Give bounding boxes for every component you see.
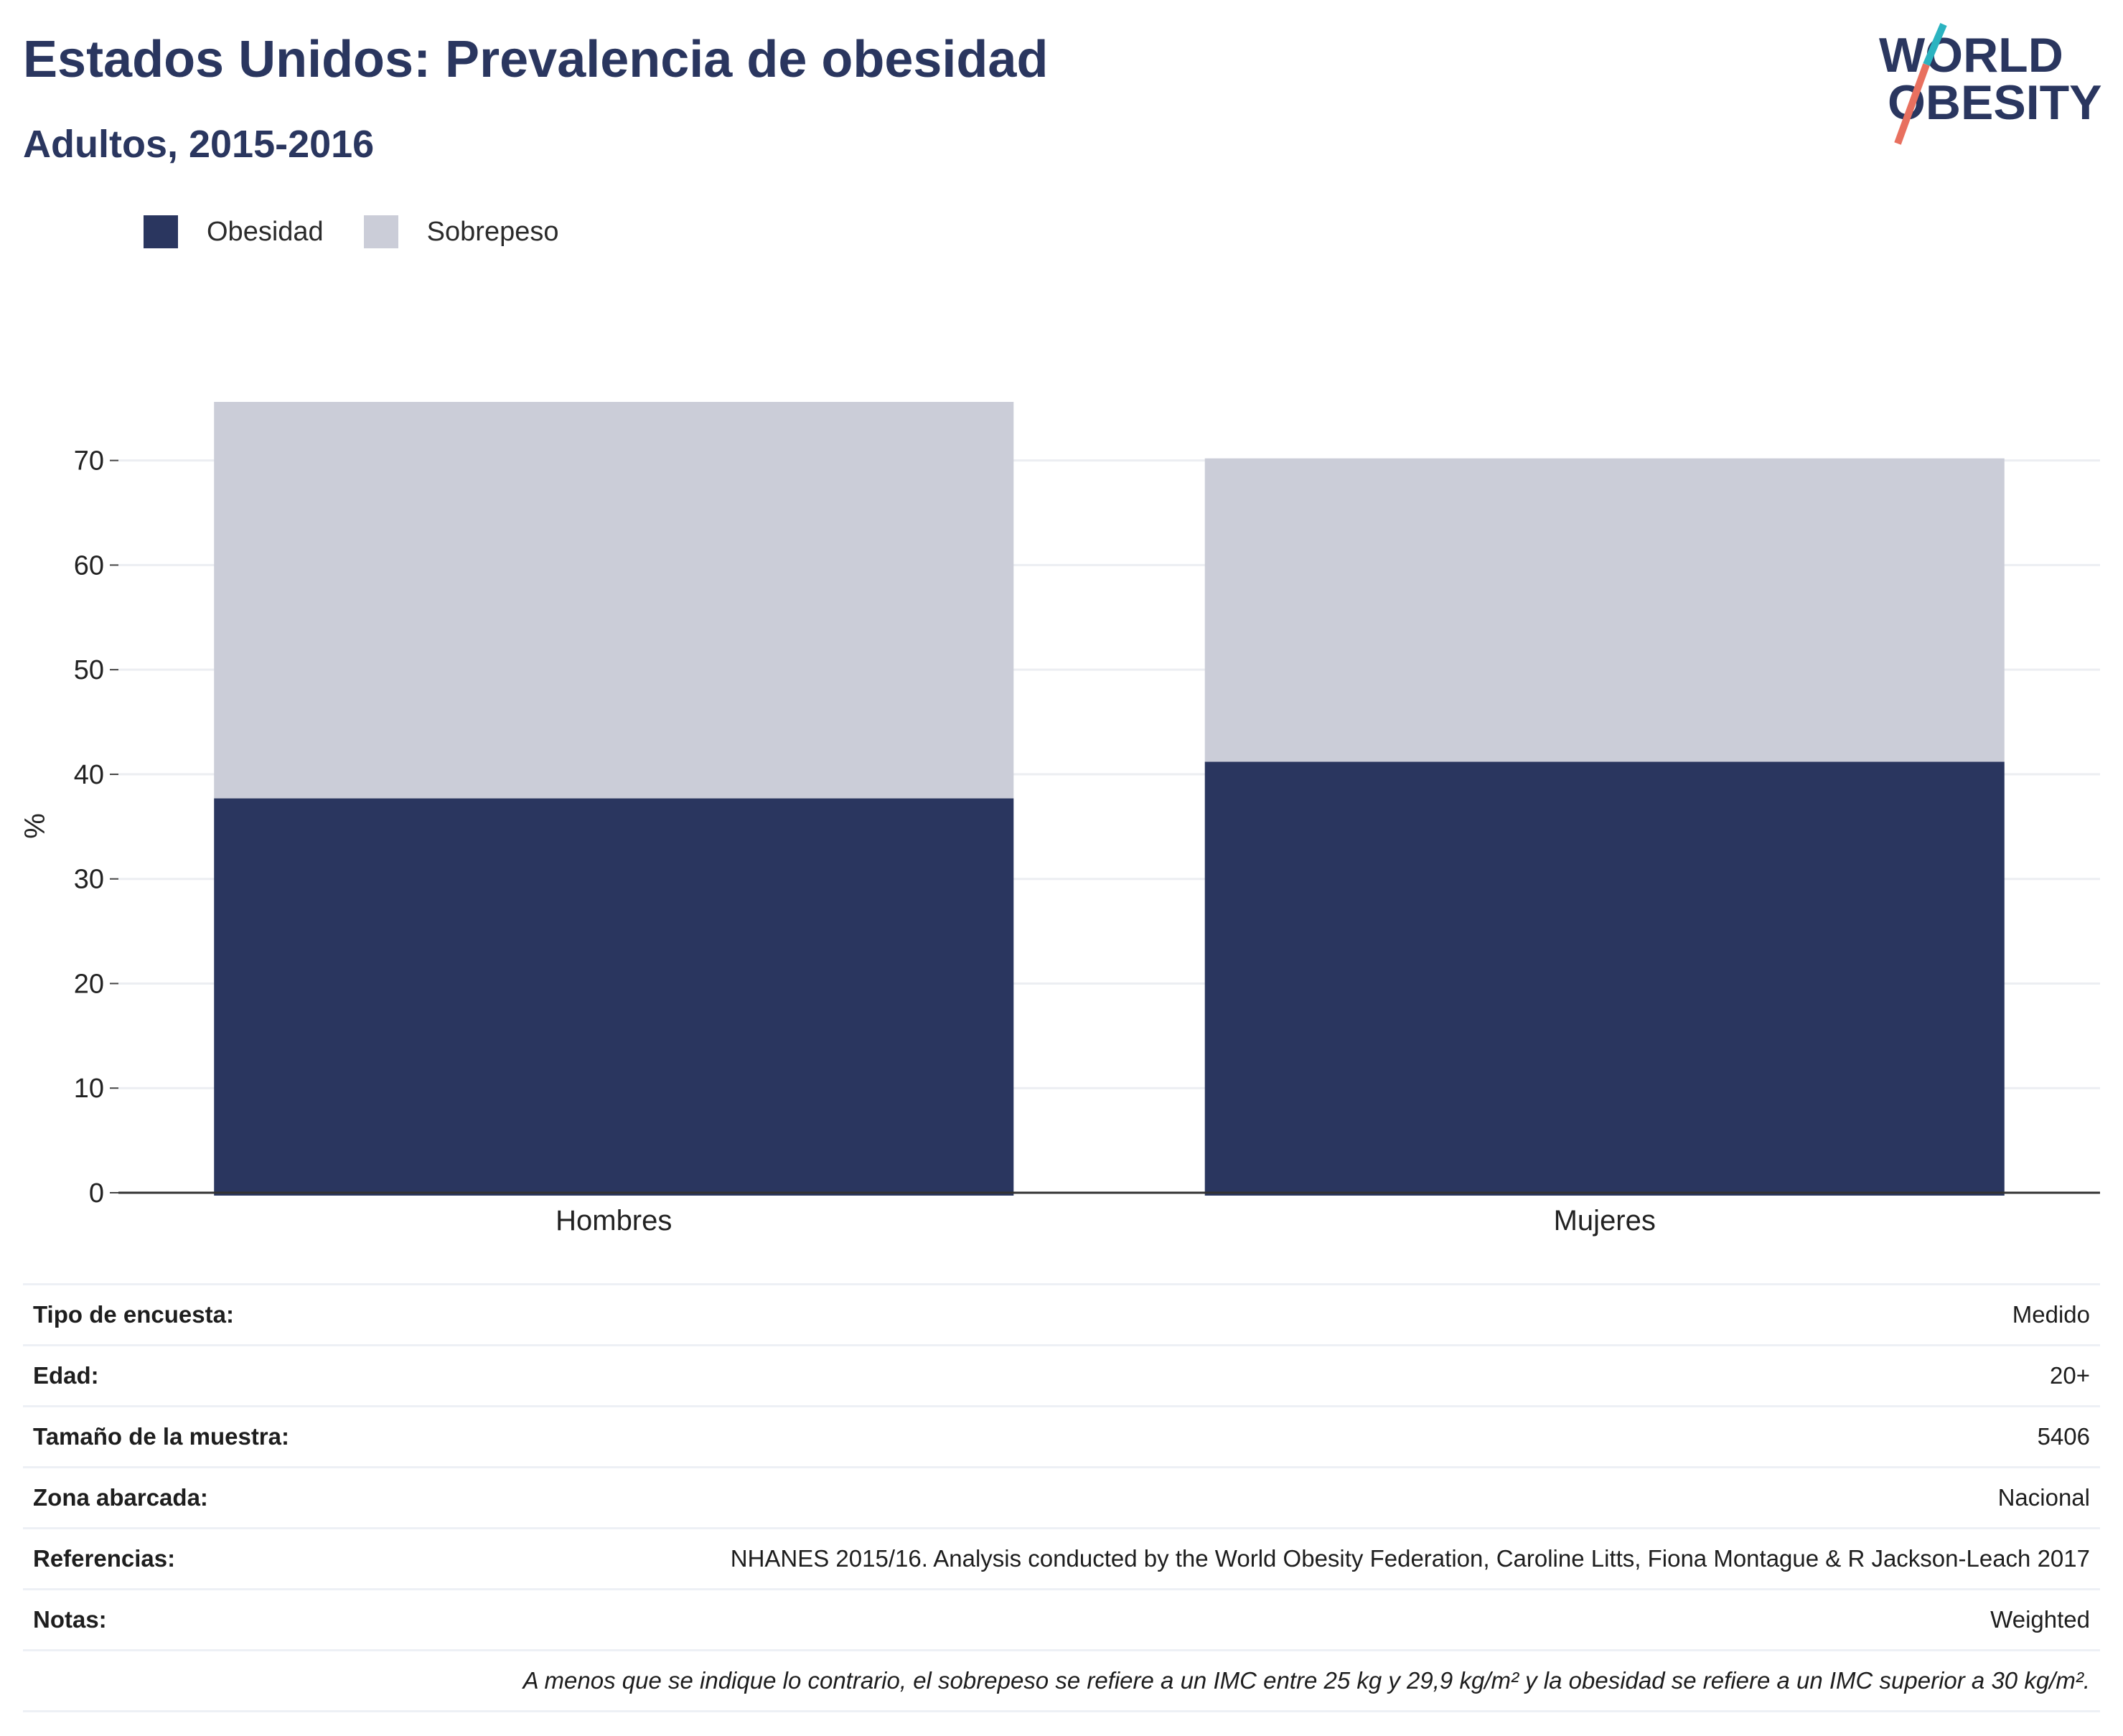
chart-title: Estados Unidos: Prevalencia de obesidad <box>23 31 1049 88</box>
bar-obesidad-hombres <box>214 798 1014 1196</box>
y-tick-label: 60 <box>74 550 104 581</box>
info-key: Tipo de encuesta: <box>23 1283 370 1346</box>
y-axis-label: % <box>19 813 51 839</box>
info-row-age: Edad: 20+ <box>23 1344 2100 1407</box>
x-tick-label: Mujeres <box>1554 1205 1656 1237</box>
chart-subtitle: Adultos, 2015-2016 <box>23 123 375 166</box>
bar-sobrepeso-hombres <box>214 402 1014 799</box>
info-key: Notas: <box>23 1588 370 1651</box>
y-tick-label: 10 <box>74 1074 104 1104</box>
info-key: Referencias: <box>23 1527 370 1590</box>
info-value: Weighted <box>369 1588 2100 1651</box>
x-tick-label: Hombres <box>556 1205 672 1237</box>
info-row-sample-size: Tamaño de la muestra: 5406 <box>23 1405 2100 1468</box>
info-row-survey-type: Tipo de encuesta: Medido <box>23 1283 2100 1346</box>
y-tick-label: 0 <box>89 1178 104 1209</box>
info-value: 20+ <box>369 1344 2100 1407</box>
stacked-bar-chart: 0 10 20 30 40 50 60 70 Hombres Mujeres% <box>19 402 2100 1237</box>
info-row-area: Zona abarcada: Nacional <box>23 1466 2100 1529</box>
info-key: Edad: <box>23 1344 370 1407</box>
info-value: Medido <box>369 1283 2100 1346</box>
logo-line-2: OBESITY <box>1888 75 2102 130</box>
bar-sobrepeso-mujeres <box>1204 458 2005 762</box>
legend-label-sobrepeso: Sobrepeso <box>426 216 559 247</box>
logo-accent-teal <box>1923 23 1947 66</box>
legend-swatch-obesidad <box>144 215 178 248</box>
legend-swatch-sobrepeso <box>363 215 398 248</box>
info-row-footnote: A menos que se indique lo contrario, el … <box>23 1649 2100 1712</box>
y-tick-label: 20 <box>74 969 104 999</box>
legend-label-obesidad: Obesidad <box>207 216 324 247</box>
info-row-notes: Notas: Weighted <box>23 1588 2100 1651</box>
footnote: A menos que se indique lo contrario, el … <box>23 1649 2100 1712</box>
info-value: NHANES 2015/16. Analysis conducted by th… <box>369 1527 2100 1590</box>
world-obesity-logo: WORLD OBESITY <box>1879 23 2102 145</box>
bar-obesidad-mujeres <box>1204 761 2005 1196</box>
legend: Obesidad Sobrepeso <box>144 215 599 248</box>
y-tick-label: 50 <box>74 655 104 685</box>
logo-line-1: WORLD <box>1879 28 2063 83</box>
y-tick-label: 30 <box>74 865 104 895</box>
info-key: Zona abarcada: <box>23 1466 370 1529</box>
info-value: Nacional <box>369 1466 2100 1529</box>
info-row-references: Referencias: NHANES 2015/16. Analysis co… <box>23 1527 2100 1590</box>
survey-info-table: Tipo de encuesta: Medido Edad: 20+ Tamañ… <box>23 1283 2100 1712</box>
info-value: 5406 <box>369 1405 2100 1468</box>
legend-item-obesidad[interactable]: Obesidad <box>144 215 324 248</box>
info-key: Tamaño de la muestra: <box>23 1405 370 1468</box>
legend-item-sobrepeso[interactable]: Sobrepeso <box>363 215 559 248</box>
logo-accent-coral <box>1894 63 1930 145</box>
y-tick-label: 40 <box>74 760 104 790</box>
y-tick-label: 70 <box>74 446 104 477</box>
